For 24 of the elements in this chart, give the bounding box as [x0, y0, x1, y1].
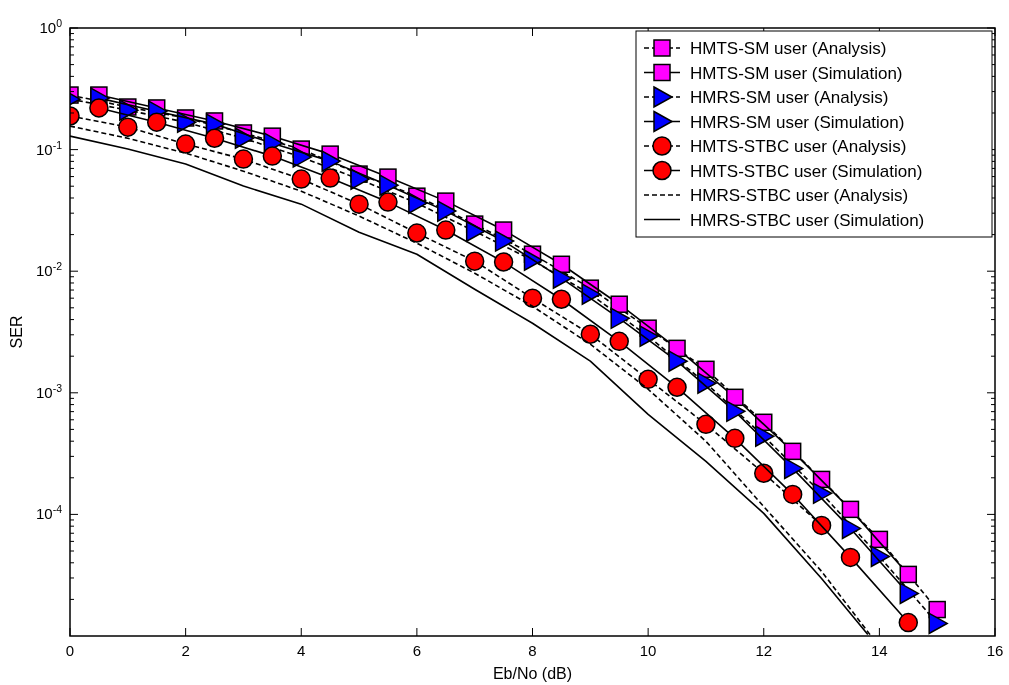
x-tick-label: 10 [639, 642, 657, 659]
legend-label: HMRS-SM user (Analysis) [690, 88, 889, 107]
legend-label: HMTS-STBC user (Analysis) [690, 137, 907, 156]
y-tick-label: 10$^{-1}$ [35, 138, 63, 158]
x-tick-label: 8 [528, 642, 537, 659]
x-tick-label: 2 [181, 642, 190, 659]
y-tick-label: 10$^{-3}$ [35, 381, 63, 401]
legend-label: HMRS-SM user (Simulation) [690, 112, 905, 132]
x-tick-label: 16 [986, 642, 1004, 659]
x-tick-label: 4 [297, 642, 306, 659]
legend-label: HMTS-SM user (Analysis) [690, 39, 887, 58]
x-tick-label: 0 [65, 642, 75, 659]
x-tick-label: 12 [755, 642, 773, 659]
legend-label: HMRS-STBC user (Analysis) [690, 186, 909, 205]
x-tick-label: 14 [871, 642, 888, 659]
y-tick-label: 10$^{-2}$ [35, 260, 63, 280]
legend-label: HMTS-SM user (Simulation) [690, 63, 903, 83]
x-axis-title: Eb/No (dB) [492, 665, 573, 682]
y-tick-label: 10$^{0}$ [39, 17, 63, 36]
y-tick-label: 10$^{-4}$ [35, 503, 63, 523]
x-tick-label: 6 [412, 642, 422, 659]
y-axis-title: SER [8, 315, 25, 349]
legend-label: HMRS-STBC user (Simulation) [690, 210, 925, 230]
legend-label: HMTS-STBC user (Simulation) [690, 161, 923, 181]
